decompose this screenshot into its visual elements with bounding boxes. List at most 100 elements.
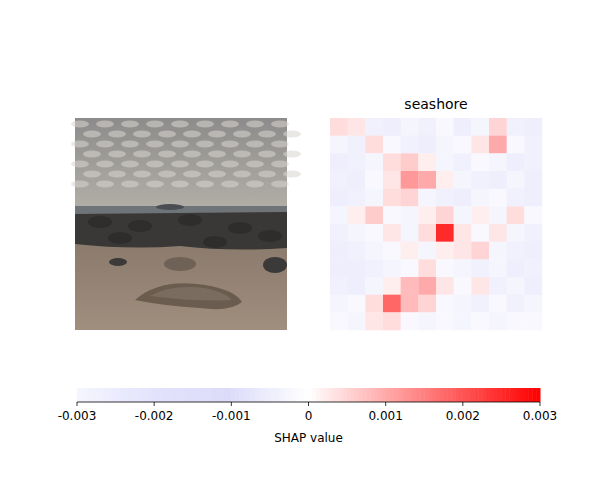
heatmap-cell [383, 295, 401, 313]
colorbar-gradient [305, 388, 309, 402]
heatmap-cell [507, 224, 525, 242]
colorbar-gradient [536, 388, 540, 402]
colorbar-gradient [131, 388, 135, 402]
heatmap-cell [489, 277, 507, 295]
tick-label: 0.003 [523, 409, 557, 423]
colorbar-gradient [332, 388, 336, 402]
heatmap-cell [330, 312, 348, 330]
heatmap-cell [436, 312, 454, 330]
tick-mark [154, 402, 155, 406]
colorbar-gradient [150, 388, 154, 402]
heatmap-cell [330, 259, 348, 277]
heatmap-cell [348, 118, 366, 136]
heatmap-cell [454, 153, 472, 171]
heatmap-cell [524, 295, 542, 313]
heatmap-cell [489, 295, 507, 313]
heatmap-cell [418, 189, 436, 207]
colorbar-gradient [459, 388, 463, 402]
colorbar-gradient [463, 388, 467, 402]
colorbar-gradient [139, 388, 143, 402]
colorbar-gradient [386, 388, 390, 402]
heatmap-cell [330, 171, 348, 189]
heatmap-cell [471, 259, 489, 277]
heatmap-cell [524, 118, 542, 136]
colorbar-gradient [409, 388, 413, 402]
colorbar-gradient [278, 388, 282, 402]
colorbar-gradient [166, 388, 170, 402]
colorbar-gradient [212, 388, 216, 402]
colorbar-gradient [432, 388, 436, 402]
heatmap-cell [524, 259, 542, 277]
heatmap-cell [489, 136, 507, 154]
heatmap-cell [348, 277, 366, 295]
colorbar-gradient [343, 388, 347, 402]
colorbar-gradient [436, 388, 440, 402]
heatmap-cell [507, 118, 525, 136]
colorbar-gradient [336, 388, 340, 402]
heatmap-cell [383, 118, 401, 136]
colorbar-gradient [447, 388, 451, 402]
colorbar-gradient [374, 388, 378, 402]
colorbar-gradient [135, 388, 139, 402]
heatmap-cell [418, 206, 436, 224]
heatmap-cell [524, 153, 542, 171]
heatmap-cell [489, 242, 507, 260]
colorbar-gradient [235, 388, 239, 402]
heatmap-cell [401, 189, 419, 207]
heatmap-cell [418, 312, 436, 330]
heatmap-cell [471, 136, 489, 154]
heatmap-cell [348, 189, 366, 207]
heatmap-cell [418, 224, 436, 242]
colorbar-gradient [127, 388, 131, 402]
colorbar-gradient [316, 388, 320, 402]
heatmap-cell [471, 153, 489, 171]
heatmap-cell [524, 224, 542, 242]
colorbar-gradient [77, 388, 81, 402]
colorbar-gradient [505, 388, 509, 402]
heatmap-cell [489, 118, 507, 136]
colorbar-gradient [339, 388, 343, 402]
heatmap-cell [436, 189, 454, 207]
heatmap-cell [454, 277, 472, 295]
heatmap-cell [401, 312, 419, 330]
colorbar-gradient [193, 388, 197, 402]
heatmap-cell [507, 153, 525, 171]
colorbar-gradient [270, 388, 274, 402]
colorbar-gradient [227, 388, 231, 402]
heatmap-cell [348, 153, 366, 171]
heatmap-cell [383, 312, 401, 330]
heatmap-cell [418, 242, 436, 260]
colorbar-gradient [177, 388, 181, 402]
colorbar-gradient [200, 388, 204, 402]
heatmap-cell [454, 312, 472, 330]
heatmap-cell [383, 224, 401, 242]
heatmap-cell [348, 312, 366, 330]
heatmap-cell [401, 259, 419, 277]
heatmap-cell [365, 312, 383, 330]
heatmap-cell [436, 206, 454, 224]
colorbar-label: SHAP value [274, 431, 343, 445]
heatmap-cell [489, 259, 507, 277]
colorbar-gradient [266, 388, 270, 402]
colorbar-gradient [231, 388, 235, 402]
colorbar-gradient [444, 388, 448, 402]
heatmap-cell [401, 242, 419, 260]
colorbar-gradient [517, 388, 521, 402]
heatmap-cell [436, 136, 454, 154]
colorbar-gradient [320, 388, 324, 402]
colorbar-gradient [285, 388, 289, 402]
colorbar-gradient [455, 388, 459, 402]
colorbar-gradient [216, 388, 220, 402]
heatmap-cell [507, 295, 525, 313]
heatmap-cell [454, 171, 472, 189]
heatmap-cell [507, 206, 525, 224]
colorbar-gradient [363, 388, 367, 402]
heatmap-cell [507, 242, 525, 260]
colorbar-gradient [490, 388, 494, 402]
heatmap-cell [524, 312, 542, 330]
heatmap-cell [436, 171, 454, 189]
heatmap-cell [454, 259, 472, 277]
tick-mark [462, 402, 463, 406]
heatmap-cell [489, 206, 507, 224]
heatmap-cell [454, 136, 472, 154]
